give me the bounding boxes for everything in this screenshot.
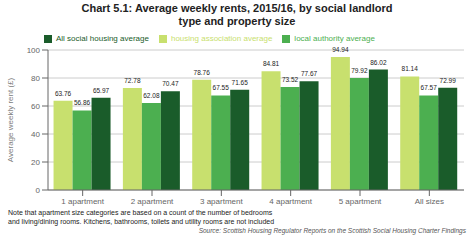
svg-text:56.86: 56.86: [74, 99, 91, 106]
svg-text:80: 80: [31, 74, 40, 83]
svg-text:77.67: 77.67: [301, 70, 318, 77]
svg-text:94.94: 94.94: [332, 46, 349, 53]
svg-text:Average weekly rent (£): Average weekly rent (£): [8, 78, 15, 163]
html-text:Chart 5.1: Average weekly rent: Chart 5.1: Average weekly rents, 2015/16…: [81, 2, 393, 14]
svg-text:70.47: 70.47: [162, 80, 179, 87]
svg-text:67.55: 67.55: [213, 84, 230, 91]
html-text:type and property size: type and property size: [178, 15, 296, 27]
svg-text:5 apartment: 5 apartment: [339, 197, 382, 206]
svg-text:62.08: 62.08: [143, 92, 160, 99]
svg-text:100: 100: [27, 46, 41, 55]
svg-text:0: 0: [36, 186, 41, 195]
svg-text:72.99: 72.99: [440, 77, 457, 84]
svg-text:71.65: 71.65: [232, 79, 249, 86]
svg-text:81.14: 81.14: [402, 65, 419, 72]
svg-text:1 apartment: 1 apartment: [61, 197, 104, 206]
svg-text:67.57: 67.57: [421, 84, 438, 91]
svg-text:65.97: 65.97: [93, 87, 110, 94]
html-text:Source: Scottish Housing Regul: Source: Scottish Housing Regulator Repor…: [198, 227, 466, 234]
svg-text:86.02: 86.02: [370, 59, 387, 66]
html-text:Note that apartment size categ: Note that apartment size categories are …: [8, 209, 275, 225]
svg-text:84.81: 84.81: [263, 60, 280, 67]
svg-text:63.76: 63.76: [55, 90, 72, 97]
svg-text:2 apartment: 2 apartment: [131, 197, 174, 206]
svg-text:All sizes: All sizes: [415, 197, 444, 206]
svg-text:40: 40: [31, 130, 40, 139]
svg-text:3 apartment: 3 apartment: [200, 197, 243, 206]
svg-text:72.78: 72.78: [124, 77, 141, 84]
html-text:local authority average: local authority average: [294, 34, 375, 43]
svg-text:20: 20: [31, 158, 40, 167]
html-text:All social housing average: All social housing average: [56, 34, 149, 43]
svg-text:4 apartment: 4 apartment: [269, 197, 312, 206]
svg-text:79.92: 79.92: [351, 67, 368, 74]
svg-text:78.76: 78.76: [194, 69, 211, 76]
html-text:housing association average: housing association average: [171, 34, 273, 43]
svg-text:73.52: 73.52: [282, 76, 299, 83]
svg-text:60: 60: [31, 102, 40, 111]
